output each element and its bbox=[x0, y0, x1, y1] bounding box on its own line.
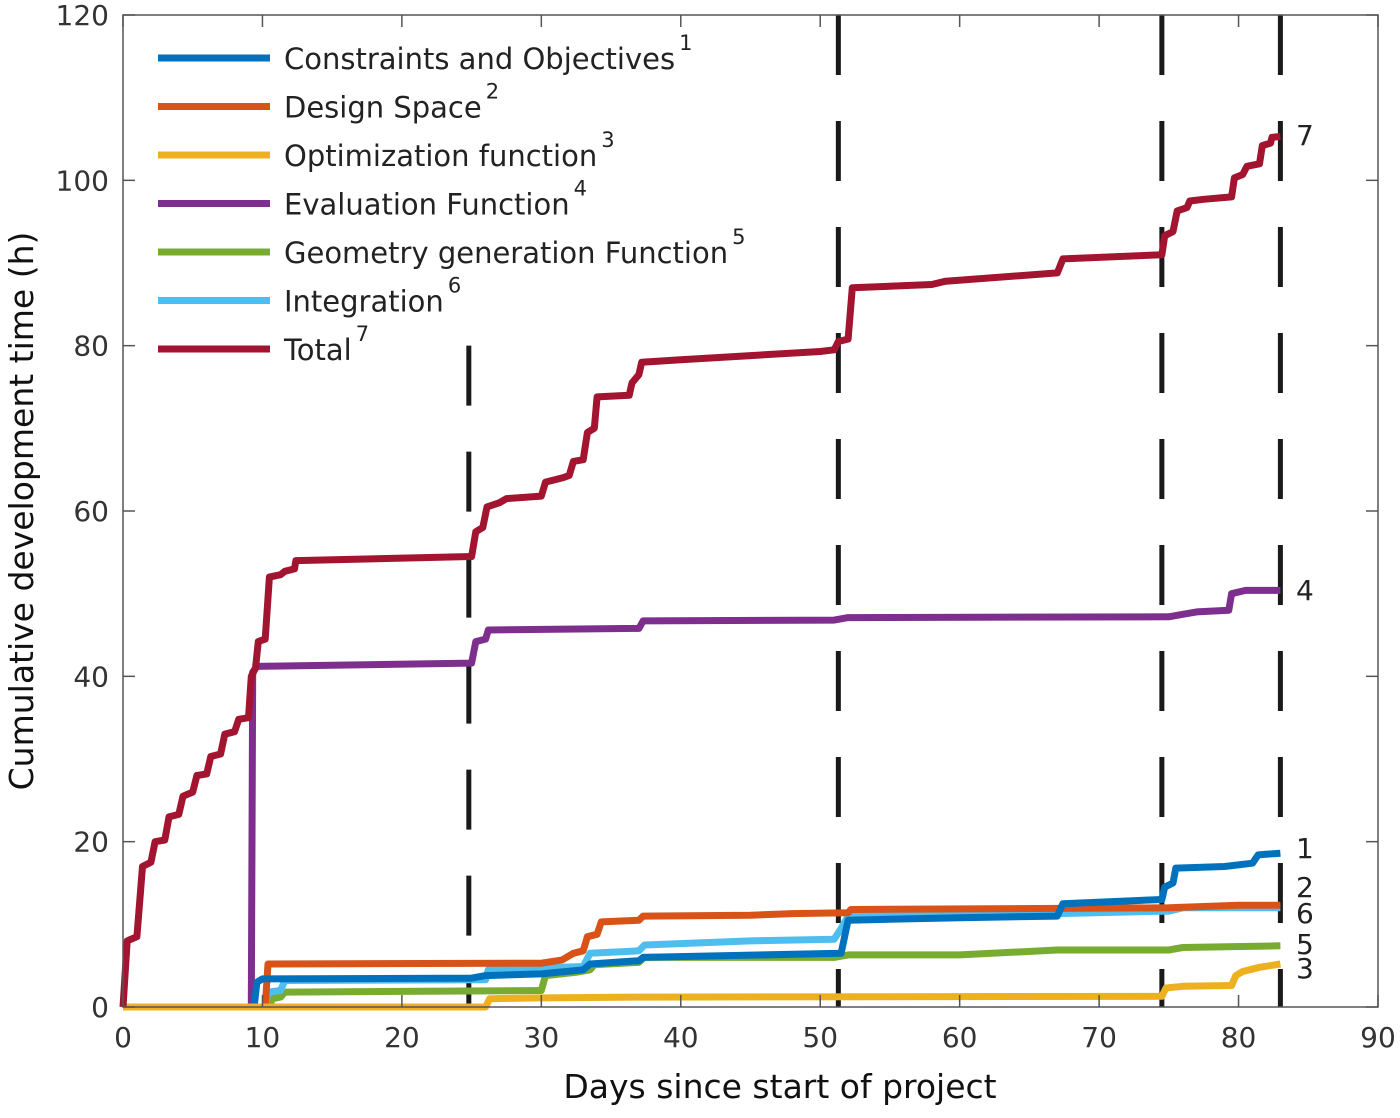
end-label: 5 bbox=[1296, 928, 1314, 961]
end-label: 3 bbox=[1296, 952, 1314, 985]
end-label: 4 bbox=[1296, 574, 1314, 607]
y-tick-label: 20 bbox=[73, 826, 109, 859]
x-tick-label: 20 bbox=[384, 1021, 420, 1054]
y-tick-label: 60 bbox=[73, 495, 109, 528]
y-tick-label: 120 bbox=[56, 0, 109, 32]
legend-item: Evaluation Function 4 bbox=[158, 177, 587, 222]
legend-superscript: 5 bbox=[732, 225, 745, 249]
x-tick-label: 30 bbox=[524, 1021, 560, 1054]
x-tick-label: 70 bbox=[1081, 1021, 1117, 1054]
legend-superscript: 2 bbox=[486, 80, 499, 104]
legend-label: Integration bbox=[284, 285, 444, 319]
x-tick-label: 40 bbox=[663, 1021, 699, 1054]
legend-label: Design Space bbox=[284, 91, 482, 125]
end-label: 7 bbox=[1296, 119, 1314, 152]
y-tick-label: 40 bbox=[73, 660, 109, 693]
legend-superscript: 3 bbox=[601, 128, 614, 152]
x-tick-label: 60 bbox=[942, 1021, 978, 1054]
series-line-constraints-and-objectives bbox=[123, 849, 1281, 1011]
legend-superscript: 4 bbox=[574, 177, 587, 201]
x-tick-label: 80 bbox=[1221, 1021, 1257, 1054]
legend-label: Constraints and Objectives bbox=[284, 42, 675, 76]
end-label: 2 bbox=[1296, 871, 1314, 904]
legend-item: Integration 6 bbox=[158, 274, 461, 319]
legend-label: Geometry generation Function bbox=[284, 236, 728, 270]
series-lines bbox=[119, 133, 1281, 1011]
y-axis-label: Cumulative development time (h) bbox=[2, 232, 41, 791]
x-axis-label: Days since start of project bbox=[563, 1067, 996, 1106]
legend-label: Optimization function bbox=[284, 139, 597, 173]
legend-label: Evaluation Function bbox=[284, 188, 570, 222]
series-line-total bbox=[119, 133, 1281, 1008]
end-label: 6 bbox=[1296, 897, 1314, 930]
legend-item: Constraints and Objectives 1 bbox=[158, 31, 692, 76]
end-label: 1 bbox=[1296, 832, 1314, 865]
legend-item: Optimization function 3 bbox=[158, 128, 615, 173]
y-tick-label: 100 bbox=[56, 164, 109, 197]
x-tick-label: 10 bbox=[245, 1021, 281, 1054]
end-labels: 1 2 3 4 56 7 bbox=[1296, 119, 1314, 985]
legend-superscript: 1 bbox=[679, 31, 692, 55]
legend-item: Design Space 2 bbox=[158, 80, 499, 125]
x-tick-label: 90 bbox=[1360, 1021, 1396, 1054]
legend-superscript: 6 bbox=[448, 274, 461, 298]
legend-item: Total 7 bbox=[158, 322, 369, 367]
legend-item: Geometry generation Function 5 bbox=[158, 225, 745, 270]
phase-markers bbox=[466, 15, 1283, 1007]
legend-superscript: 7 bbox=[356, 322, 369, 346]
legend-label: Total bbox=[283, 333, 352, 367]
axes: 0 10 20 30 40 50 60 70 80 90 0 20 40 60 80 100 120 bbox=[56, 0, 1396, 1054]
y-tick-label: 0 bbox=[91, 991, 109, 1024]
x-tick-label: 0 bbox=[114, 1021, 132, 1054]
series-line-design-space bbox=[123, 901, 1281, 1011]
x-tick-label: 50 bbox=[802, 1021, 838, 1054]
y-tick-label: 80 bbox=[73, 330, 109, 363]
series-line-optimization-function bbox=[123, 960, 1281, 1011]
